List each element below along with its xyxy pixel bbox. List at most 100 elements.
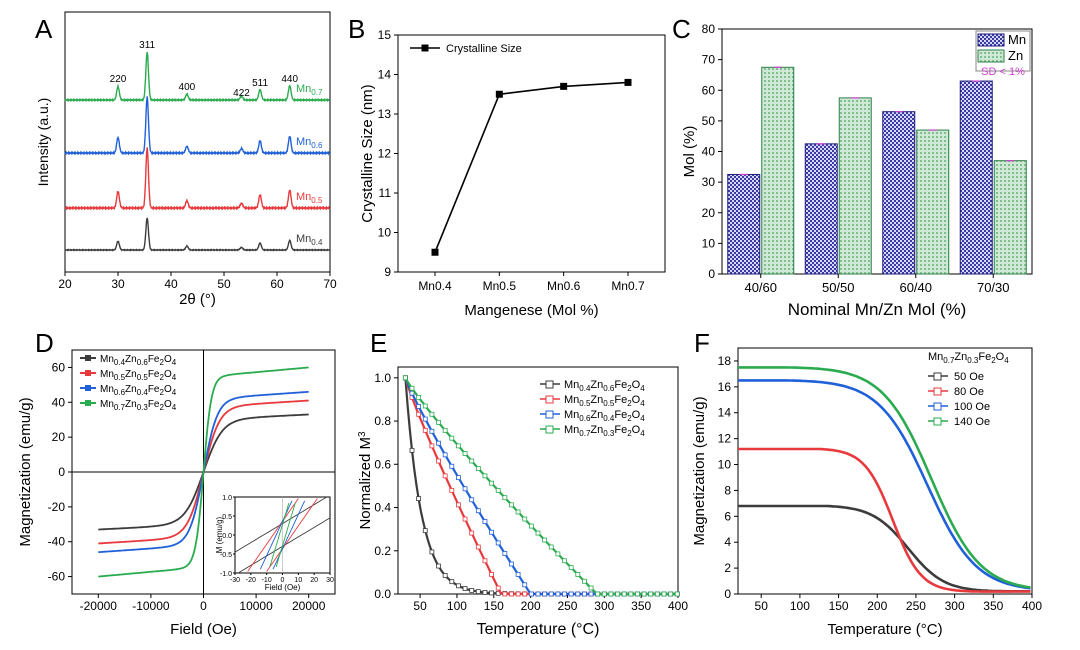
subscript: 2 [160,373,165,382]
data-point [402,375,408,381]
data-point [449,463,455,469]
y-axis-title: Crystalline Size (nm) [359,84,376,222]
formula-part: Mn [100,369,114,380]
panel-f: F50 100 150 200 250 300 350 400024681012141618T… [691,328,1042,638]
data-point [535,530,541,536]
formula-part: O [164,384,172,395]
x-tick-label: Mn0.7 [611,279,645,293]
data-point [449,579,455,585]
data-point [668,591,674,597]
y-tick-label: 20 [52,430,66,444]
inset-loop [269,502,290,568]
inset-x-title: Field (Oe) [265,583,301,592]
x-tick-label: 250 [906,599,926,613]
data-point [502,551,508,556]
x-tick-label: 70/30 [977,280,1010,295]
data-point [442,573,448,578]
legend-marker [545,410,554,419]
data-point [515,572,521,577]
data-point [542,537,548,543]
data-point [416,411,422,417]
subscript: 4 [640,414,645,423]
subscript: 0.5 [114,373,126,382]
subscript: 0.7 [114,403,126,412]
y-tick-label: 50 [702,114,716,128]
data-point [548,544,554,550]
data-point [429,411,435,417]
x-tick-label: 70 [323,277,337,291]
panel-letter: D [35,328,54,358]
bar-zn [838,97,872,275]
data-point [482,558,488,564]
data-point [456,583,461,589]
subscript: 4 [172,358,177,367]
superscript: 3 [357,431,368,437]
subscript: 4 [172,403,177,412]
formula-part: O [632,394,641,406]
x-axis-title: Nominal Mn/Zn Mol (%) [788,300,967,319]
x-tick-label: 10000 [239,599,273,613]
formula-part: Zn [125,369,137,380]
data-point [422,403,428,409]
data-point [462,486,468,492]
x-tick-label: 200 [867,599,887,613]
data-point [422,528,428,534]
bar-zn [993,160,1027,275]
inset-y-title: M (emu/g) [215,516,224,553]
x-tick-label: 400 [668,599,688,613]
formula-part: Fe [614,379,627,391]
formula-part: Fe [148,354,160,365]
inset-loop [259,500,293,570]
x-tick-label: Mn0.6 [547,279,581,293]
data-point [436,420,441,425]
bar-mn [959,80,993,275]
xrd-pattern [64,217,330,252]
data-point [628,591,634,597]
legend-label: 100 Oe [954,401,990,413]
y-axis-title: Intensity (a.u.) [35,98,51,187]
y-tick-label: 0.2 [374,544,391,558]
subscript: 0.5 [311,196,323,205]
data-point [482,519,488,524]
inset-loop [266,498,318,572]
data-point [509,591,514,597]
formula-part: Mn [296,83,311,95]
panel-letter: B [348,14,365,44]
y-tick-label: 30 [702,175,716,189]
formula-part: Zn [954,351,967,363]
data-point [489,590,494,596]
x-tick-label: 100 [790,599,810,613]
x-tick-label: 350 [631,599,651,613]
data-point [469,458,475,464]
legend-label: 80 Oe [954,386,984,398]
x-tick-label: 300 [945,599,965,613]
data-point [462,451,468,456]
data-point [475,508,481,514]
data-point [562,591,567,597]
data-point [588,585,594,591]
legend-label: Mn0.4Zn0.6Fe2O4 [564,379,645,393]
inset-y-tick-label: 0.5 [222,514,232,521]
data-point [409,447,415,453]
bar-mn [882,111,916,275]
y-tick-label: 10 [718,458,732,472]
legend-label: 50 Oe [954,371,984,383]
x-tick-label: -20000 [80,599,118,613]
x-tick-label: 300 [594,599,614,613]
formula-part: O [996,351,1005,363]
x-tick-label: 50/50 [822,280,855,295]
data-point [548,591,554,597]
x-axis-title: Temperature (°C) [827,621,942,638]
data-point [422,416,428,422]
data-point [456,475,461,480]
inset-loop [247,498,299,572]
subscript: 0.4 [311,238,323,247]
data-point [456,502,461,508]
inset-x-tick-label: 0 [281,577,285,584]
inset-y-tick-label: -0.5 [220,552,232,559]
inset-x-tick-label: -20 [246,577,256,584]
subscript: 0.5 [137,373,149,382]
subscript: 0.3 [967,356,979,365]
y-tick-label: -40 [48,535,66,549]
